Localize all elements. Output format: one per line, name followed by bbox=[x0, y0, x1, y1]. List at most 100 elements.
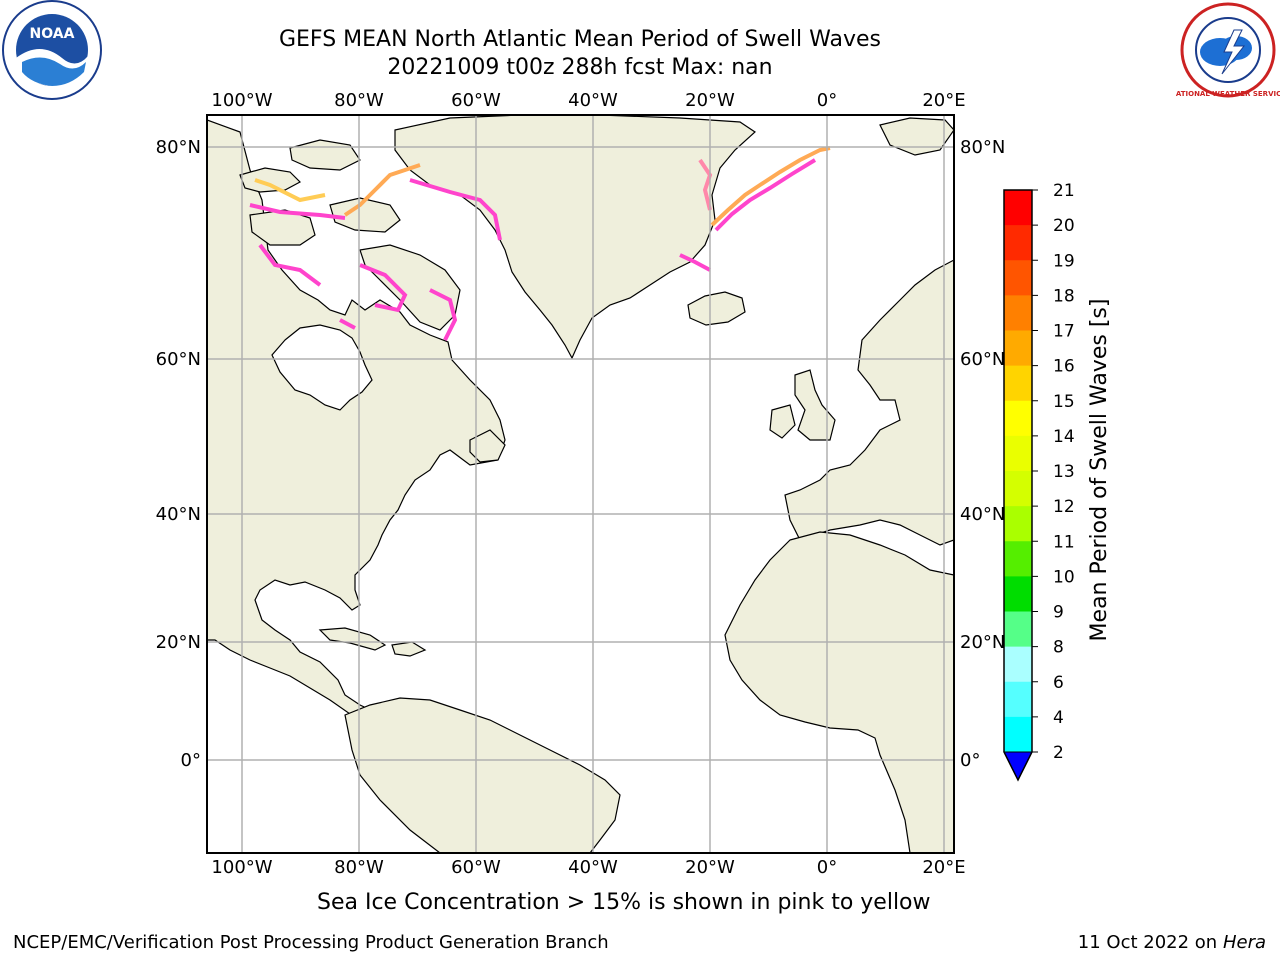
lat-label-left: 60°N bbox=[156, 349, 201, 370]
lat-label-left: 20°N bbox=[156, 632, 201, 653]
gridlines bbox=[207, 115, 954, 853]
sea-ice-arctic-2 bbox=[258, 243, 322, 287]
lon-label-top: 20°W bbox=[685, 90, 735, 111]
sea-ice-layer bbox=[249, 146, 831, 341]
colorbar-segment bbox=[1004, 646, 1032, 683]
greenland bbox=[394, 115, 756, 360]
sea-ice-greenland-north bbox=[343, 163, 421, 217]
colorbar-tick-label: 2 bbox=[1053, 743, 1064, 763]
colorbar-tick-label: 4 bbox=[1053, 708, 1064, 728]
colorbar-tick-label: 12 bbox=[1053, 497, 1075, 517]
colorbar-frame bbox=[1003, 189, 1033, 782]
lon-label-bottom: 60°W bbox=[451, 857, 501, 878]
colorbar-tick-label: 11 bbox=[1053, 532, 1075, 552]
sea-ice-arctic-yellow bbox=[254, 178, 326, 203]
nws-logo: NATIONAL WEATHER SERVICE bbox=[1176, 2, 1280, 98]
lat-label-right: 80°N bbox=[960, 137, 1005, 158]
colorbar-tick-label: 8 bbox=[1053, 638, 1064, 658]
footer-right: 11 Oct 2022 on Hera bbox=[1078, 932, 1266, 953]
colorbar-segment bbox=[1004, 330, 1032, 367]
lat-label-left: 40°N bbox=[156, 504, 201, 525]
lon-label-bottom: 100°W bbox=[211, 857, 272, 878]
hudson-bay bbox=[271, 324, 373, 411]
colorbar-tick-label: 18 bbox=[1053, 286, 1075, 306]
lat-labels-right: 80°N 60°N 40°N 20°N 0° bbox=[960, 137, 1005, 771]
footer-date: 11 Oct 2022 on bbox=[1077, 932, 1218, 953]
colorbar-tick-label: 16 bbox=[1053, 357, 1075, 377]
baffin-island bbox=[359, 244, 461, 331]
sea-ice-greenland-east-edge bbox=[714, 158, 817, 232]
lon-label-top: 100°W bbox=[211, 90, 272, 111]
lon-label-bottom: 80°W bbox=[334, 857, 384, 878]
map-frame bbox=[206, 114, 955, 854]
sea-ice-greenland-north-edge bbox=[409, 178, 502, 241]
colorbar-segment bbox=[1004, 260, 1032, 296]
footer-machine: Hera bbox=[1222, 932, 1266, 953]
lat-label-right: 40°N bbox=[960, 504, 1005, 525]
colorbar-extend-arrow bbox=[1003, 751, 1033, 782]
lat-labels-left: 80°N 60°N 40°N 20°N 0° bbox=[156, 137, 201, 771]
sea-ice-arctic-3 bbox=[359, 263, 408, 313]
colorbar-segment bbox=[1004, 471, 1032, 507]
colorbar: 21 20 19 18 17 16 15 14 13 12 11 10 9 8 6 4 2 bbox=[1003, 181, 1075, 782]
sea-ice-hudson bbox=[339, 318, 356, 330]
colorbar-segment bbox=[1004, 541, 1032, 577]
lat-label-left: 0° bbox=[181, 750, 201, 771]
sea-ice-denmark-strait bbox=[679, 253, 711, 272]
great-britain bbox=[794, 369, 836, 441]
newfoundland bbox=[469, 429, 506, 463]
colorbar-tick-label: 20 bbox=[1053, 216, 1075, 236]
colorbar-tick-label: 21 bbox=[1053, 181, 1075, 201]
colorbar-segment bbox=[1004, 295, 1032, 331]
lat-label-right: 60°N bbox=[960, 349, 1005, 370]
sea-ice-greenland-east bbox=[710, 146, 831, 227]
lat-label-right: 0° bbox=[960, 750, 980, 771]
colorbar-segment bbox=[1004, 716, 1032, 753]
lon-labels-bottom: 100°W 80°W 60°W 40°W 20°W 0° 20°E bbox=[211, 857, 965, 878]
colorbar-tick-label: 9 bbox=[1053, 603, 1064, 623]
lon-label-top: 20°E bbox=[922, 90, 965, 111]
nws-logo-text: NATIONAL WEATHER SERVICE bbox=[1176, 90, 1280, 98]
colorbar-tick-label: 15 bbox=[1053, 392, 1075, 412]
colorbar-segment bbox=[1004, 400, 1032, 437]
colorbar-tick-label: 6 bbox=[1053, 673, 1064, 693]
colorbar-label: Mean Period of Swell Waves [s] bbox=[1087, 299, 1112, 642]
ireland bbox=[769, 404, 796, 439]
colorbar-segment bbox=[1004, 506, 1032, 542]
lon-label-top: 40°W bbox=[568, 90, 618, 111]
lon-label-bottom: 0° bbox=[817, 857, 837, 878]
sea-ice-arctic-1 bbox=[249, 203, 346, 220]
sea-ice-east-greenland-small bbox=[698, 158, 713, 211]
colorbar-tick-label: 10 bbox=[1053, 567, 1075, 587]
iceland bbox=[687, 291, 746, 326]
colorbar-segment bbox=[1004, 611, 1032, 648]
sea-ice-baffin bbox=[429, 288, 458, 341]
colorbar-tick-label: 14 bbox=[1053, 427, 1075, 447]
colorbar-segment bbox=[1004, 576, 1032, 612]
lat-label-left: 80°N bbox=[156, 137, 201, 158]
lon-label-bottom: 40°W bbox=[568, 857, 618, 878]
colorbar-tick-label: 13 bbox=[1053, 462, 1075, 482]
colorbar-segment bbox=[1004, 365, 1032, 402]
footer-left: NCEP/EMC/Verification Post Processing Pr… bbox=[13, 932, 609, 953]
lon-labels-top: 100°W 80°W 60°W 40°W 20°W 0° 20°E bbox=[211, 90, 965, 111]
arctic-island-1 bbox=[239, 167, 301, 193]
colorbar-segment bbox=[1004, 225, 1032, 261]
africa bbox=[724, 531, 954, 853]
cuba bbox=[318, 627, 387, 651]
colorbar-tick-label: 17 bbox=[1053, 322, 1075, 342]
noaa-logo-text: NOAA bbox=[30, 26, 75, 42]
colorbar-segment bbox=[1004, 435, 1032, 472]
colorbar-segment bbox=[1004, 681, 1032, 718]
lat-label-right: 20°N bbox=[960, 632, 1005, 653]
map-subtitle: 20221009 t00z 288h fcst Max: nan bbox=[387, 55, 773, 80]
noaa-logo: NOAA bbox=[2, 0, 102, 100]
south-america bbox=[344, 697, 621, 853]
lon-label-top: 0° bbox=[817, 90, 837, 111]
lon-label-bottom: 20°E bbox=[922, 857, 965, 878]
lon-label-top: 80°W bbox=[334, 90, 384, 111]
lon-label-bottom: 20°W bbox=[685, 857, 735, 878]
map-title: GEFS MEAN North Atlantic Mean Period of … bbox=[278, 27, 881, 52]
colorbar-segment bbox=[1004, 190, 1032, 226]
